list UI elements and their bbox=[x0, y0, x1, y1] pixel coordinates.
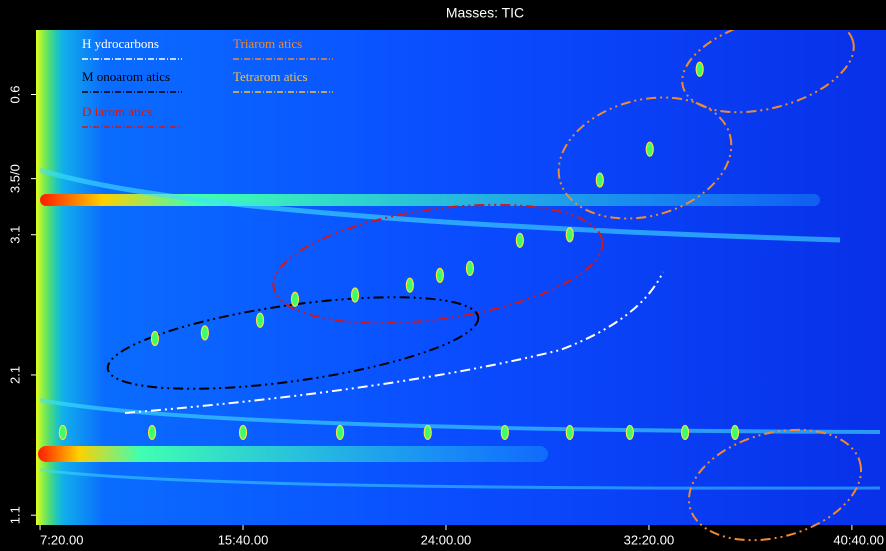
peak bbox=[257, 313, 264, 327]
peak bbox=[424, 425, 431, 439]
y-tick-label: 3.5/0 bbox=[7, 164, 22, 193]
legend-label: H ydrocarbons bbox=[82, 36, 159, 51]
peak bbox=[731, 425, 738, 439]
x-tick-label: 15:40.00 bbox=[218, 532, 269, 547]
y-tick-label: 0.6 bbox=[7, 85, 22, 103]
peak bbox=[466, 261, 473, 275]
peak bbox=[646, 142, 653, 156]
peak bbox=[291, 292, 298, 306]
chart: Masses: TIC 7:20.00 15:40.00 24:00.00 32:20… bbox=[0, 0, 886, 551]
y-tick-label: 1.1 bbox=[7, 506, 22, 524]
y-tick-label: 3.1 bbox=[7, 226, 22, 244]
peak bbox=[59, 425, 66, 439]
peak bbox=[337, 425, 344, 439]
peak bbox=[626, 425, 633, 439]
x-tick-label: 40:40.00 bbox=[833, 532, 884, 547]
legend-label: Triarom atics bbox=[233, 36, 302, 51]
peak bbox=[516, 233, 523, 247]
title-bar bbox=[0, 0, 886, 30]
x-tick-label: 32:20.00 bbox=[624, 532, 675, 547]
peak bbox=[149, 425, 156, 439]
band bbox=[38, 446, 548, 462]
x-tick-label: 24:00.00 bbox=[421, 532, 472, 547]
x-tick-label: 7:20.00 bbox=[40, 532, 83, 547]
peak bbox=[151, 331, 158, 345]
peak bbox=[501, 425, 508, 439]
peak bbox=[566, 425, 573, 439]
y-tick-label: 2.1 bbox=[7, 366, 22, 384]
legend-label: M onoarom atics bbox=[82, 69, 170, 84]
peak bbox=[352, 288, 359, 302]
peak bbox=[566, 228, 573, 242]
peak bbox=[682, 425, 689, 439]
peak bbox=[696, 62, 703, 76]
peak bbox=[436, 268, 443, 282]
chart-title: Masses: TIC bbox=[446, 5, 524, 21]
peak bbox=[240, 425, 247, 439]
peak bbox=[596, 173, 603, 187]
legend-label: D iarom atics bbox=[82, 104, 152, 119]
legend-label: Tetrarom atics bbox=[233, 69, 308, 84]
peak bbox=[406, 278, 413, 292]
peak bbox=[201, 326, 208, 340]
